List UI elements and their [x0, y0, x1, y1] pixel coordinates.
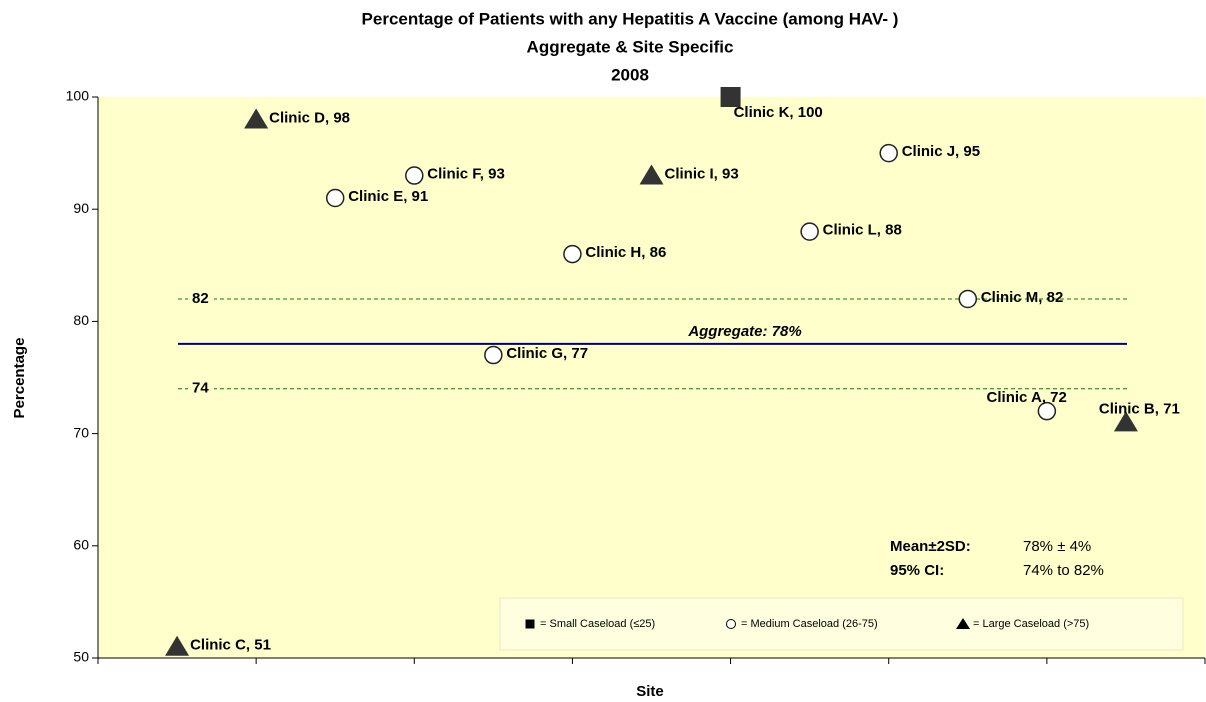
data-point [800, 222, 819, 241]
plot-area [98, 97, 1205, 658]
y-tick-label: 50 [73, 649, 89, 665]
data-label: Clinic J, 95 [902, 143, 980, 160]
data-label: Clinic I, 93 [665, 166, 739, 183]
legend-marker [726, 619, 736, 629]
data-point [563, 244, 582, 264]
data-point [1113, 411, 1138, 432]
data-point [958, 289, 978, 309]
legend-marker [525, 619, 535, 629]
y-tick-label: 80 [73, 312, 89, 328]
chart-title: Percentage of Patients with any Hepatiti… [362, 9, 899, 28]
data-label: Clinic H, 86 [585, 244, 666, 261]
legend-marker [956, 618, 970, 629]
data-point [484, 345, 503, 365]
legend-label: = Small Caseload (≤25) [540, 618, 655, 630]
data-label: Clinic M, 82 [981, 289, 1064, 306]
y-tick-label: 70 [73, 424, 89, 440]
data-label: Clinic G, 77 [506, 345, 588, 362]
data-label: Clinic A, 72 [987, 389, 1067, 406]
data-point [165, 635, 190, 656]
y-tick-label: 90 [73, 200, 89, 216]
data-label: Clinic K, 100 [734, 104, 823, 121]
data-label: Clinic B, 71 [1099, 400, 1180, 417]
legend-label: = Large Caseload (>75) [973, 618, 1089, 630]
data-point [244, 108, 269, 129]
legend-label: = Medium Caseload (26-75) [741, 618, 878, 630]
data-label: Clinic E, 91 [348, 188, 428, 205]
y-tick-label: 60 [73, 537, 89, 553]
data-label: Clinic F, 93 [427, 166, 505, 183]
y-tick-label: 100 [66, 88, 90, 104]
label-bg [188, 290, 214, 307]
stat-value: 78% ± 4% [1023, 538, 1091, 555]
stat-label: 95% CI: [890, 562, 944, 579]
chart-subtitle: Aggregate & Site Specific [527, 37, 734, 56]
x-axis-title: Site [636, 683, 664, 700]
data-point [1037, 401, 1057, 421]
reference-label: 82 [192, 290, 209, 307]
reference-label: Aggregate: 78% [687, 323, 801, 340]
data-label: Clinic D, 98 [269, 109, 350, 126]
data-point [720, 87, 741, 107]
chart-subtitle: 2008 [611, 65, 649, 84]
data-point [325, 188, 345, 208]
data-label: Clinic L, 88 [823, 222, 902, 239]
reference-label: 74 [192, 380, 209, 397]
data-point [405, 166, 424, 185]
y-axis-title: Percentage [11, 338, 28, 419]
data-point [639, 164, 664, 185]
legend-box [499, 597, 1184, 651]
data-label: Clinic C, 51 [190, 637, 271, 654]
stat-label: Mean±2SD: [890, 538, 971, 555]
stat-value: 74% to 82% [1023, 562, 1104, 579]
data-point [879, 143, 898, 163]
label-bg [188, 380, 214, 397]
